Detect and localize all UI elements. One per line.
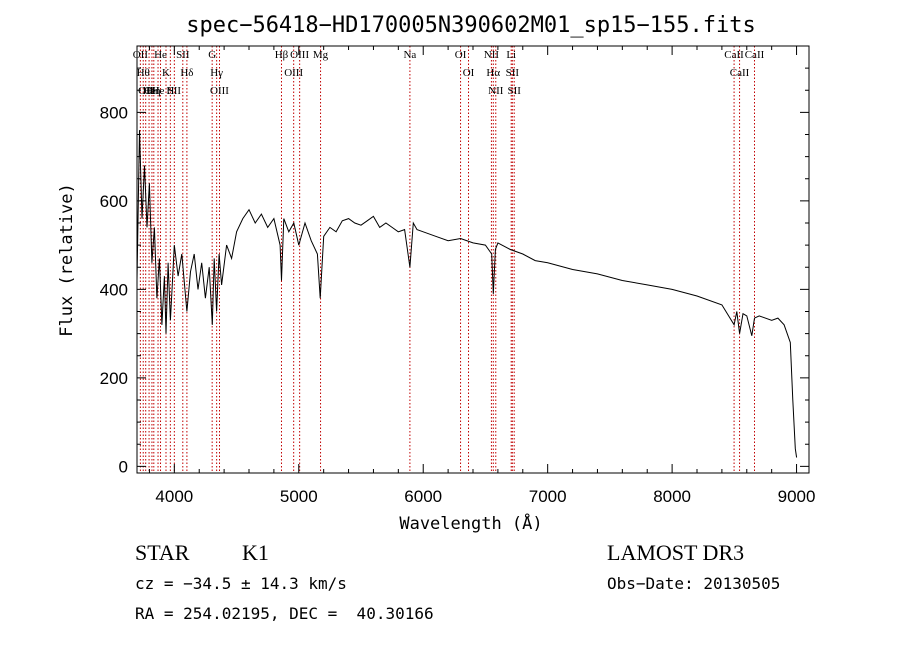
line-label: Li	[506, 49, 516, 61]
x-axis-ticks: 4000 5000 6000 7000 8000 9000	[148, 46, 816, 506]
line-label: Hα	[486, 67, 500, 79]
line-label: K	[162, 67, 170, 79]
line-label: Hδ	[180, 67, 193, 79]
spectral-line-labels: OIIHθOIIHeOIIHηHeHeKHSIISIIHδGHγOIIIHβOI…	[133, 49, 765, 97]
obs-date-label: Obs−Date: 20130505	[607, 574, 780, 593]
x-tick-label: 9000	[778, 487, 816, 506]
line-label: CaII	[730, 67, 750, 79]
line-label: H	[166, 85, 174, 97]
subclass-label: K1	[242, 540, 269, 565]
y-tick-label: 800	[100, 103, 128, 122]
y-tick-label: 600	[100, 192, 128, 211]
line-label: Hη	[147, 85, 161, 97]
line-label: OII	[133, 49, 149, 61]
line-label: Hβ	[275, 49, 289, 61]
line-label: OI	[463, 67, 475, 79]
line-label: CaII	[724, 49, 744, 61]
line-label: Na	[403, 49, 416, 61]
line-label: He	[152, 85, 165, 97]
line-label: SII	[168, 85, 182, 97]
line-label: He	[143, 85, 156, 97]
survey-label: LAMOST DR3	[607, 540, 744, 565]
y-axis-ticks: 0 200 400 600 800	[100, 67, 809, 476]
spectrum-line	[136, 130, 798, 458]
y-tick-label: 400	[100, 280, 128, 299]
y-tick-label: 200	[100, 369, 128, 388]
line-label: NII	[484, 49, 500, 61]
plot-frame	[136, 45, 810, 474]
line-label: SII	[176, 49, 190, 61]
spectral-line-markers	[139, 46, 755, 473]
line-label: NII	[488, 85, 504, 97]
x-axis-label: Wavelength (Å)	[399, 512, 542, 534]
x-tick-label: 4000	[155, 487, 193, 506]
class-type-label: STAR	[135, 540, 190, 565]
line-label: OIII	[210, 85, 229, 97]
x-tick-label: 7000	[529, 487, 567, 506]
line-label: CaII	[745, 49, 765, 61]
line-label: He	[154, 49, 167, 61]
x-tick-label: 6000	[404, 487, 442, 506]
line-label: Hγ	[210, 67, 223, 79]
y-tick-label: 0	[119, 457, 128, 476]
line-label: OIII	[284, 67, 303, 79]
line-label: OII	[144, 85, 160, 97]
x-tick-label: 8000	[653, 487, 691, 506]
line-label: Mg	[313, 49, 329, 61]
line-label: Hθ	[137, 67, 150, 79]
line-label: SII	[506, 67, 520, 79]
line-label: OIII	[290, 49, 309, 61]
line-label: G	[208, 49, 216, 61]
redshift-label: cz = −34.5 ± 14.3 km/s	[135, 574, 347, 593]
coords-label: RA = 254.02195, DEC = 40.30166	[135, 604, 434, 623]
line-label: OII	[138, 85, 154, 97]
line-label: SII	[507, 85, 521, 97]
line-label: OI	[455, 49, 467, 61]
y-axis-label: Flux (relative)	[57, 183, 77, 337]
chart-title: spec−56418−HD170005N390602M01_sp15−155.f…	[186, 13, 756, 38]
x-tick-label: 5000	[280, 487, 318, 506]
